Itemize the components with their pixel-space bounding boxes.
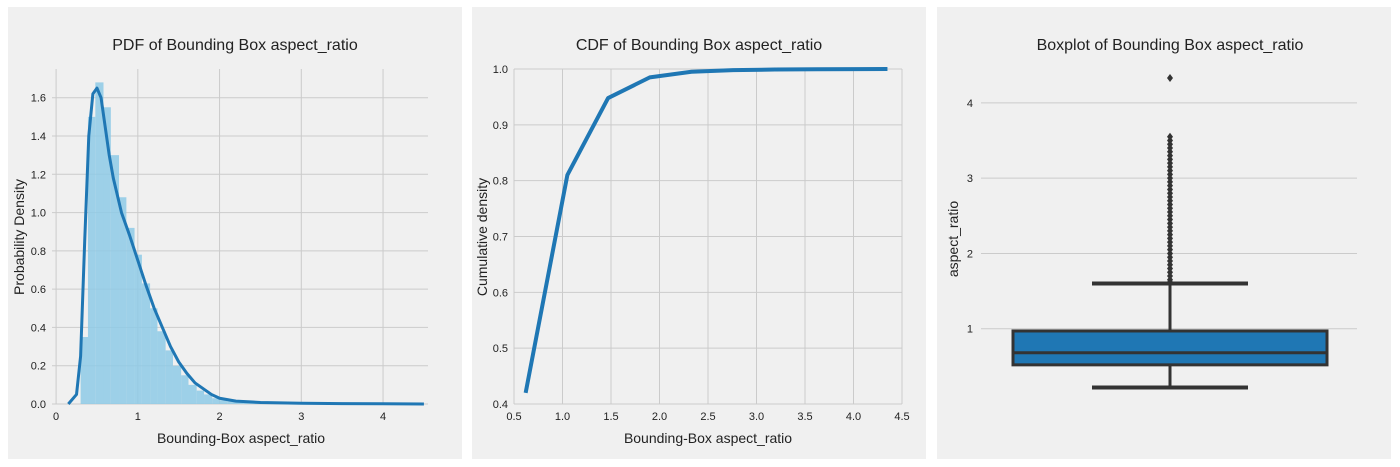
histogram-bar: [212, 398, 220, 404]
pdf-chart: PDF of Bounding Box aspect_ratio Boundin…: [11, 37, 428, 446]
y-tick-label: 1.2: [31, 169, 46, 181]
y-tick-label: 0.9: [493, 120, 508, 132]
cdf-chart-panel: CDF of Bounding Box aspect_ratio Boundin…: [472, 7, 926, 459]
y-tick-label: 1.0: [31, 208, 46, 220]
chart-title: Boxplot of Bounding Box aspect_ratio: [1037, 37, 1304, 54]
x-tick-label: 3.5: [797, 411, 812, 423]
x-tick-label: 1.5: [603, 411, 618, 423]
y-tick-label: 0.7: [493, 232, 508, 244]
x-tick-label: 4.5: [894, 411, 909, 423]
y-tick-label: 4: [967, 98, 973, 110]
histogram-bar: [150, 308, 158, 404]
x-tick-label: 0: [53, 411, 59, 423]
iqr-box: [1011, 329, 1329, 367]
x-tick-label: 2.0: [652, 411, 667, 423]
histogram-bar: [119, 197, 127, 404]
histogram-bar: [172, 365, 182, 404]
x-tick-label: 4: [380, 411, 386, 423]
y-axis-label: aspect_ratio: [945, 201, 961, 277]
histogram-bar: [181, 375, 189, 404]
y-axis-label: Probability Density: [11, 179, 27, 295]
chart-title: CDF of Bounding Box aspect_ratio: [576, 37, 822, 54]
x-tick-label: 1: [135, 411, 141, 423]
histogram-bar: [110, 155, 120, 404]
y-axis-label: Cumulative density: [474, 178, 490, 296]
y-tick-label: 2: [967, 248, 973, 260]
x-tick-label: 0.5: [506, 411, 521, 423]
histogram-bar: [235, 402, 244, 404]
x-tick-label: 1.0: [555, 411, 570, 423]
kde-line: [67, 86, 424, 406]
y-tick-label: 0.4: [493, 399, 508, 411]
y-tick-label: 1.6: [31, 93, 46, 105]
y-tick-label: 0.0: [31, 399, 46, 411]
y-tick-label: 0.6: [31, 284, 46, 296]
x-axis-label: Bounding-Box aspect_ratio: [624, 430, 792, 446]
histogram-bar: [204, 394, 213, 404]
pdf-chart-panel: PDF of Bounding Box aspect_ratio Boundin…: [8, 7, 462, 459]
y-tick-label: 0.2: [31, 361, 46, 373]
histogram-bar: [103, 107, 111, 405]
histogram-bar: [165, 350, 173, 404]
y-tick-label: 0.4: [31, 322, 46, 334]
y-tick-label: 1: [967, 324, 973, 336]
histogram-bar: [188, 384, 197, 404]
boxplot-chart: Boxplot of Bounding Box aspect_ratio asp…: [945, 37, 1357, 390]
plot-area: 0.40.50.60.70.80.91.00.5 1.0 1.5 2.0 2.5 3.0 3…: [493, 64, 910, 423]
y-tick-label: 0.6: [493, 287, 508, 299]
cdf-line: [523, 67, 888, 394]
histogram-bar: [141, 283, 151, 404]
x-tick-label: 4.0: [846, 411, 861, 423]
cdf-chart: CDF of Bounding Box aspect_ratio Boundin…: [474, 37, 910, 446]
histogram-bar: [95, 82, 104, 405]
outlier-point: [1167, 74, 1173, 83]
y-tick-label: 0.8: [493, 176, 508, 188]
x-axis-label: Bounding-Box aspect_ratio: [157, 430, 325, 446]
histogram-bar: [196, 390, 205, 404]
histogram-bar: [134, 254, 142, 404]
y-tick-label: 3: [967, 173, 973, 185]
x-tick-label: 2: [217, 411, 223, 423]
histogram-bar: [157, 331, 166, 404]
y-tick-label: 1.0: [493, 64, 508, 76]
x-tick-label: 3.0: [749, 411, 764, 423]
histogram-bar: [87, 116, 96, 404]
boxplot-chart-panel: Boxplot of Bounding Box aspect_ratio asp…: [937, 7, 1391, 459]
x-tick-label: 3: [298, 411, 304, 423]
outlier-point: [1167, 132, 1173, 141]
chart-title: PDF of Bounding Box aspect_ratio: [112, 37, 358, 54]
y-tick-label: 1.4: [31, 131, 46, 143]
histogram-bar: [126, 227, 135, 404]
histogram-bar: [80, 337, 88, 404]
y-tick-label: 0.8: [31, 246, 46, 258]
histogram-bar: [227, 401, 236, 404]
y-tick-label: 0.5: [493, 343, 508, 355]
x-tick-label: 2.5: [700, 411, 715, 423]
plot-area: 0.0 0.2 0.4 0.6 0.8 1.0 1.2 1.4 1.6 0 1 2 3 4: [31, 69, 428, 423]
plot-area: 1 2 3 4: [967, 74, 1357, 390]
histogram-bar: [219, 400, 228, 404]
